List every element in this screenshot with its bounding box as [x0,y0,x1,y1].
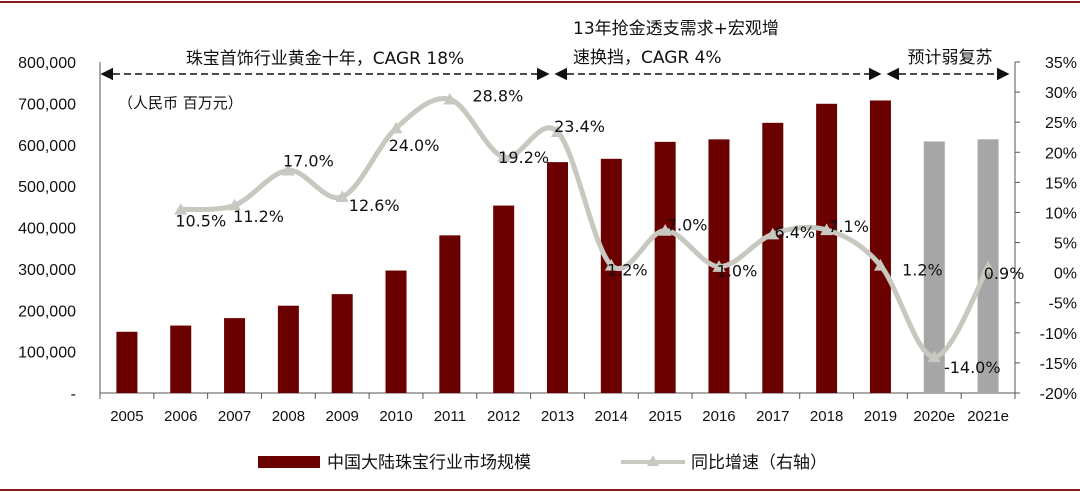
y-right-tick-label: 5% [1054,236,1077,253]
bar-2007 [224,318,246,393]
y-left-tick-label: 700,000 [18,96,76,113]
bar-2015 [654,141,676,393]
x-tick-label-2010: 2010 [379,408,412,425]
growth-point-2015 [658,224,672,236]
annotation-slowdown-line2: 速换挡，CAGR 4% [573,48,722,68]
growth-point-2014 [604,258,618,271]
growth-rate-line [180,96,991,360]
bar-2008 [277,305,299,393]
growth-label-2020e: -14.0% [944,358,1001,377]
bar-2013 [547,162,568,393]
growth-label-2011: 28.8% [472,86,523,105]
y-right-tick-label: -10% [1040,326,1077,343]
x-tick-label-2006: 2006 [164,408,197,425]
growth-point-2021e [981,260,995,273]
x-tick-label-2015: 2015 [648,408,681,425]
bar-2018 [816,103,838,393]
growth-label-2016: 1.0% [717,262,758,281]
y-left-tick-label: 600,000 [18,138,76,155]
x-tick-label-2005: 2005 [110,408,143,425]
y-right-tick-label: -15% [1040,356,1077,373]
x-tick-label-2009: 2009 [326,408,359,425]
x-tick-label-2021e: 2021e [967,408,1009,425]
y-left-tick-label: 400,000 [18,221,76,238]
growth-point-2009 [335,190,349,203]
bar-2010 [385,270,407,393]
annotation-slowdown-line1: 13年抢金透支需求+宏观增 [573,19,779,39]
y-left-tick-label: 500,000 [18,179,76,196]
y-left-tick-label: 100,000 [18,345,76,362]
x-tick-label-2008: 2008 [272,408,305,425]
growth-label-2008: 17.0% [283,151,334,170]
y-right-tick-label: 10% [1045,205,1077,222]
growth-label-2019: 1.2% [902,260,943,279]
growth-label-2012: 19.2% [498,148,549,167]
y-right-tick-label: 15% [1045,175,1077,192]
growth-point-2017 [766,227,780,240]
y-right-tick-label: -5% [1049,296,1077,313]
x-tick-label-2019: 2019 [864,408,897,425]
y-right-tick-label: -20% [1040,386,1077,403]
legend-line-marker [647,455,659,466]
growth-point-2013 [551,125,564,138]
y-right-tick-label: 0% [1054,266,1077,283]
growth-label-2017: 6.4% [774,223,815,242]
growth-point-2006 [174,202,188,215]
legend-bar-label: 中国大陆珠宝行业市场规模 [327,453,531,473]
x-tick-label-2016: 2016 [702,408,735,425]
bar-2009 [331,294,353,393]
growth-label-2006: 10.5% [175,211,226,230]
bar-2019 [869,100,891,393]
annotation-recovery: 预计弱复苏 [908,48,993,68]
y-right-tick-label: 25% [1045,115,1077,132]
growth-point-2008 [281,163,295,176]
growth-point-2010 [389,121,403,134]
growth-label-2013: 23.4% [554,117,605,136]
bar-2005 [116,331,138,393]
bar-2012 [493,205,515,393]
x-tick-label-2014: 2014 [595,408,628,425]
bar-2014 [600,158,622,393]
x-tick-label-2013: 2013 [541,408,574,425]
legend-line-label: 同比增速（右轴） [691,453,827,473]
growth-point-2019 [873,258,887,271]
legend-bar-swatch [258,456,320,468]
bar-2017 [762,122,784,393]
y-left-tick-label: 800,000 [18,55,76,72]
x-tick-label-2011: 2011 [434,408,466,425]
y-left-tick-label: 200,000 [18,303,76,320]
growth-point-2020e [927,350,941,363]
x-tick-label-2020e: 2020e [913,408,955,425]
growth-point-2011 [443,92,457,105]
bar-2020e [923,141,945,393]
x-tick-label-2007: 2007 [218,408,251,425]
y-right-tick-label: 30% [1045,85,1077,102]
x-tick-label-2018: 2018 [810,408,843,425]
y-left-tick-label: - [71,386,76,403]
growth-label-2015: 7.0% [667,216,708,235]
y-right-tick-label: 35% [1045,55,1077,72]
growth-label-2021e: 0.9% [984,264,1025,283]
growth-point-2018 [820,223,834,236]
x-tick-label-2012: 2012 [487,408,520,425]
y-left-tick-label: 300,000 [18,262,76,279]
y-right-tick-label: 20% [1045,145,1077,162]
bar-2006 [170,325,192,393]
bar-2011 [439,235,461,393]
growth-point-2007 [228,198,242,211]
x-tick-label-2017: 2017 [756,408,789,425]
annotation-golden-decade: 珠宝首饰行业黄金十年，CAGR 18% [186,49,464,69]
growth-label-2018: 7.1% [828,217,869,236]
unit-label: （人民币 百万元） [118,94,243,112]
growth-label-2009: 12.6% [349,196,400,215]
growth-label-2014: 1.2% [607,260,648,279]
growth-point-2012 [497,150,511,163]
growth-label-2007: 11.2% [233,207,284,226]
growth-point-2016 [712,260,726,272]
growth-label-2010: 24.0% [389,136,440,155]
